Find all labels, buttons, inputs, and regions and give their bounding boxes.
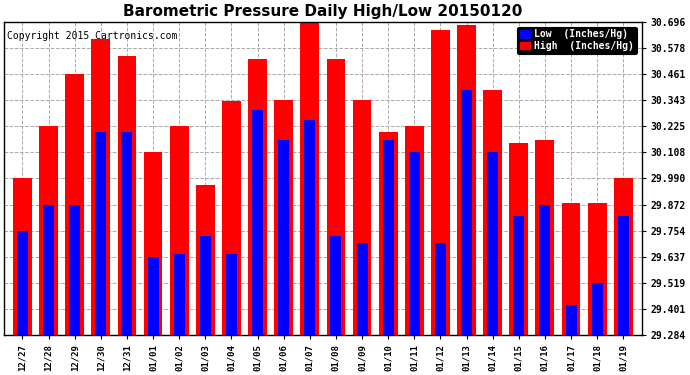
Bar — [509, 143, 528, 335]
Bar — [13, 178, 32, 335]
Bar — [618, 216, 629, 335]
Bar — [144, 152, 162, 335]
Bar — [39, 126, 58, 335]
Bar — [562, 203, 580, 335]
Bar — [383, 140, 394, 335]
Bar — [435, 243, 446, 335]
Bar — [43, 204, 54, 335]
Bar — [614, 178, 633, 335]
Bar — [196, 185, 215, 335]
Bar — [274, 100, 293, 335]
Bar — [591, 283, 602, 335]
Bar — [566, 305, 577, 335]
Bar — [487, 152, 498, 335]
Bar — [357, 243, 368, 335]
Bar — [174, 254, 185, 335]
Bar — [431, 30, 450, 335]
Bar — [121, 132, 132, 335]
Bar — [300, 22, 319, 335]
Bar — [588, 203, 607, 335]
Bar — [91, 39, 110, 335]
Bar — [66, 74, 84, 335]
Bar — [69, 204, 80, 335]
Bar — [483, 90, 502, 335]
Bar — [331, 236, 342, 335]
Bar — [535, 140, 554, 335]
Bar — [148, 256, 159, 335]
Bar — [408, 152, 420, 335]
Bar — [248, 58, 267, 335]
Bar — [457, 25, 476, 335]
Bar — [461, 90, 472, 335]
Bar — [200, 236, 211, 335]
Bar — [405, 126, 424, 335]
Bar — [95, 132, 106, 335]
Legend: Low  (Inches/Hg), High  (Inches/Hg): Low (Inches/Hg), High (Inches/Hg) — [518, 27, 637, 54]
Bar — [252, 110, 263, 335]
Bar — [226, 254, 237, 335]
Bar — [17, 231, 28, 335]
Bar — [326, 58, 345, 335]
Bar — [278, 140, 289, 335]
Text: Copyright 2015 Cartronics.com: Copyright 2015 Cartronics.com — [8, 31, 178, 41]
Bar — [117, 56, 137, 335]
Bar — [222, 101, 241, 335]
Bar — [304, 120, 315, 335]
Bar — [513, 216, 524, 335]
Bar — [170, 126, 188, 335]
Bar — [379, 132, 397, 335]
Bar — [353, 100, 371, 335]
Title: Barometric Pressure Daily High/Low 20150120: Barometric Pressure Daily High/Low 20150… — [124, 4, 522, 19]
Bar — [540, 204, 551, 335]
